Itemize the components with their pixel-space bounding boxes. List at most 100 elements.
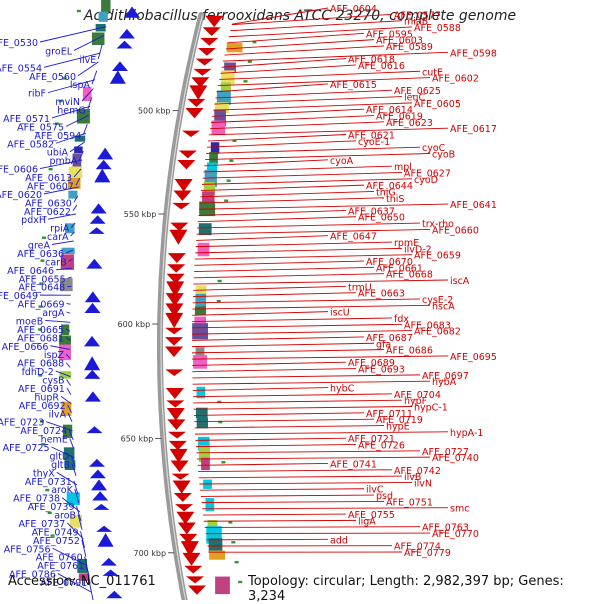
reverse-cds-mark <box>84 370 100 379</box>
forward-cds-mark <box>198 48 216 56</box>
gene-leader-line <box>193 400 402 403</box>
gene-leader-line <box>73 205 77 211</box>
gene-leader-line <box>67 304 71 305</box>
forward-cds-mark <box>165 328 183 335</box>
gene-leader-line <box>209 128 448 135</box>
forward-cds-mark <box>170 223 188 231</box>
gene-leader-line <box>207 141 356 147</box>
gene-label-forward: hypA-1 <box>450 428 483 439</box>
gene-leader-line <box>205 153 430 159</box>
forward-cds-mark <box>172 474 190 480</box>
rna-feature-mark <box>244 80 248 82</box>
gene-label-forward: AFE_0693 <box>358 365 405 376</box>
reverse-cds-mark <box>96 160 112 170</box>
gene-label-forward: hybA <box>432 377 457 388</box>
reverse-cds-mark <box>96 526 112 532</box>
gene-label-forward: hybC <box>330 384 355 395</box>
gene-leader-line <box>196 236 328 241</box>
gene-label-forward: AFE_0647 <box>330 232 377 243</box>
gene-leader-line <box>222 59 346 68</box>
gene-leader-line <box>197 223 420 228</box>
rna-feature-mark <box>231 541 235 543</box>
scale-tick-label: 700 kbp <box>133 549 166 558</box>
gene-label-forward: AFE_0598 <box>450 48 497 59</box>
forward-cds-mark <box>167 408 185 421</box>
rna-feature-mark <box>238 581 242 583</box>
forward-cds-mark <box>165 369 183 376</box>
reverse-cds-mark <box>85 291 101 302</box>
cog-block-forward <box>199 223 212 235</box>
gene-label-forward: add <box>330 535 348 546</box>
forward-cds-mark <box>167 419 185 430</box>
gene-leader-line <box>199 476 402 478</box>
forward-cds-mark <box>168 253 186 263</box>
forward-cds-mark <box>185 108 203 118</box>
gene-leader-line <box>70 439 74 449</box>
reverse-cds-mark <box>106 591 122 598</box>
accession-label: Accession: NC_011761 <box>8 574 156 589</box>
gene-label-forward: AFE_0663 <box>358 289 405 300</box>
gene-label-reverse: ribF <box>28 89 46 100</box>
gene-leader-line <box>198 470 392 472</box>
gene-leader-line <box>45 320 70 322</box>
cog-block-forward <box>195 306 206 315</box>
reverse-cds-mark <box>90 215 106 223</box>
gene-leader-line <box>204 520 356 521</box>
gene-leader-line <box>67 380 71 386</box>
forward-cds-mark <box>193 69 211 76</box>
gene-label-forward: AFE_0589 <box>386 42 433 53</box>
gene-label-forward: hscA <box>432 301 455 312</box>
gene-leader-line <box>193 286 346 290</box>
reverse-cds-mark <box>119 29 135 39</box>
gene-label-forward: cyoD <box>414 175 438 186</box>
gene-leader-line <box>193 293 356 297</box>
forward-cds-mark <box>188 586 206 595</box>
gene-leader-line <box>198 217 356 222</box>
gene-leader-line <box>193 280 448 284</box>
gene-label-forward: ilvN <box>414 478 432 489</box>
gene-leader-line <box>192 343 374 346</box>
reverse-cds-mark <box>94 169 110 183</box>
gene-label-forward: AFE_0615 <box>330 80 377 91</box>
cog-block-forward <box>209 538 223 552</box>
cog-block-forward <box>195 294 206 308</box>
reverse-cds-mark <box>97 148 113 160</box>
gene-leader-line <box>66 312 70 313</box>
gene-leader-line <box>192 337 364 340</box>
gene-label-forward: AFE_0695 <box>450 352 497 363</box>
gene-label-forward: AFE_0668 <box>386 270 433 281</box>
reverse-cds-mark <box>110 70 126 83</box>
forward-cds-mark <box>165 337 183 345</box>
gene-label-reverse: AFE_0530 <box>0 38 38 49</box>
gene-leader-line <box>197 457 430 459</box>
forward-cds-mark <box>187 99 205 107</box>
gene-label-forward: AFE_0605 <box>414 99 461 110</box>
gene-label-forward: ligA <box>358 516 376 527</box>
gene-leader-line <box>196 444 356 446</box>
gene-label-reverse: AFE_0725 <box>3 443 50 454</box>
gene-leader-line <box>206 147 420 153</box>
gene-label-forward: AFE_0770 <box>432 529 479 540</box>
reverse-cds-mark <box>98 533 114 547</box>
gene-leader-line <box>192 362 346 365</box>
gene-leader-line <box>98 44 102 59</box>
reverse-cds-mark <box>84 356 100 370</box>
cog-block-forward <box>211 142 220 154</box>
cog-block-forward <box>193 355 207 369</box>
cog-block-forward <box>201 458 210 470</box>
reverse-cds-mark <box>117 41 133 49</box>
gene-label-reverse: groEL <box>45 46 73 57</box>
gene-leader-line <box>195 438 346 440</box>
forward-cds-mark <box>189 85 207 100</box>
gene-leader-line <box>194 413 364 416</box>
gene-label-forward: cyoB <box>432 149 455 160</box>
rna-feature-mark <box>218 280 222 282</box>
gene-label-reverse: carA <box>47 232 69 243</box>
forward-cds-mark <box>179 151 197 159</box>
gene-leader-line <box>197 229 430 234</box>
cog-block-reverse <box>99 12 108 22</box>
rna-feature-mark <box>221 461 225 463</box>
forward-cds-mark <box>184 566 202 574</box>
gene-leader-line <box>198 463 328 465</box>
